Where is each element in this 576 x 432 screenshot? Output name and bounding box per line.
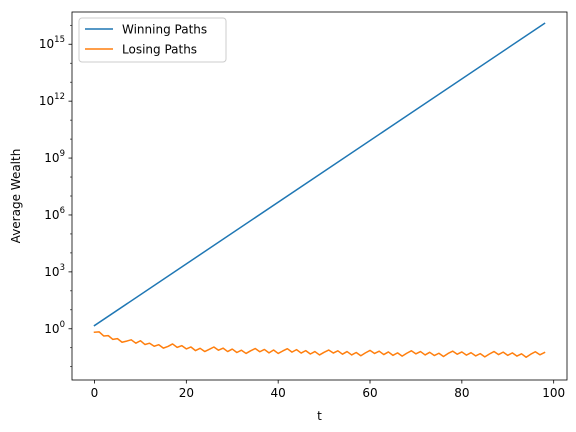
x-tick-label: 0 — [91, 386, 99, 400]
y-tick-label: 109 — [44, 149, 65, 165]
y-tick-label: 100 — [44, 320, 65, 336]
legend-label-winning-paths: Winning Paths — [122, 23, 207, 37]
y-tick-label: 103 — [44, 263, 65, 279]
x-axis: 0 20 40 60 80 100 — [91, 380, 565, 400]
legend-label-losing-paths: Losing Paths — [122, 43, 197, 57]
y-tick-label: 1015 — [39, 35, 65, 51]
y-axis-label: Average Wealth — [9, 149, 23, 244]
y-axis: 100 103 106 109 1012 1015 — [39, 24, 72, 368]
x-tick-label: 100 — [542, 386, 565, 400]
x-axis-label: t — [317, 409, 322, 423]
x-tick-label: 40 — [271, 386, 286, 400]
x-tick-label: 60 — [362, 386, 377, 400]
x-tick-label: 80 — [454, 386, 469, 400]
legend-frame — [78, 17, 227, 63]
x-tick-label: 20 — [179, 386, 194, 400]
y-tick-label: 1012 — [39, 92, 65, 108]
series-line-losing-paths — [93, 331, 546, 358]
legend: Winning Paths Losing Paths — [78, 17, 227, 63]
y-tick-label: 106 — [44, 206, 65, 222]
series-line-winning-paths — [93, 22, 546, 327]
